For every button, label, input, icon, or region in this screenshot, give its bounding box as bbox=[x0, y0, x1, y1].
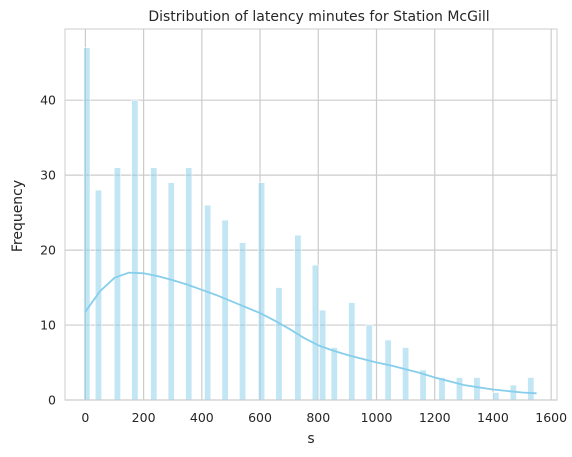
histogram-bar bbox=[83, 47, 91, 401]
histogram-bar bbox=[275, 287, 283, 401]
x-tick-label: 1000 bbox=[361, 410, 393, 425]
y-tick-label: 40 bbox=[40, 93, 56, 108]
histogram-bar bbox=[113, 167, 121, 401]
histogram-bar bbox=[167, 182, 175, 401]
x-tick-label: 600 bbox=[248, 410, 272, 425]
histogram-bar bbox=[455, 377, 463, 401]
histogram-bar bbox=[384, 339, 392, 401]
histogram-bar bbox=[131, 99, 139, 401]
x-tick-label: 800 bbox=[306, 410, 330, 425]
histogram-bar bbox=[348, 302, 356, 401]
kde-curve-group bbox=[84, 271, 537, 395]
y-tick-labels: 0 10 20 30 40 bbox=[40, 93, 56, 408]
kde-curve bbox=[84, 271, 537, 395]
x-tick-label: 0 bbox=[81, 410, 89, 425]
histogram-bar bbox=[330, 347, 338, 401]
histogram-bar bbox=[239, 242, 247, 401]
histogram-bar bbox=[150, 167, 158, 401]
x-tick-label: 1600 bbox=[535, 410, 567, 425]
x-tick-label: 1400 bbox=[477, 410, 509, 425]
y-tick-label: 10 bbox=[40, 318, 56, 333]
histogram-bar bbox=[204, 204, 212, 401]
chart-title: Distribution of latency minutes for Stat… bbox=[148, 9, 489, 25]
x-axis-label: s bbox=[307, 431, 314, 447]
histogram-bar bbox=[311, 264, 319, 401]
histogram-bar bbox=[258, 182, 266, 401]
histogram-bar bbox=[221, 219, 229, 401]
y-tick-label: 20 bbox=[40, 243, 56, 258]
histogram-bar bbox=[492, 392, 500, 401]
grid bbox=[65, 29, 557, 401]
x-tick-label: 200 bbox=[132, 410, 156, 425]
histogram-bar bbox=[473, 377, 481, 401]
x-tick-label: 1200 bbox=[419, 410, 451, 425]
y-axis-label: Frequency bbox=[10, 180, 26, 252]
histogram-bars bbox=[83, 47, 535, 401]
x-tick-label: 400 bbox=[190, 410, 214, 425]
histogram-bar bbox=[402, 347, 410, 401]
plot-frame bbox=[64, 28, 558, 401]
x-tick-labels: 0 200 400 600 800 1000 1200 1400 1600 bbox=[81, 410, 567, 425]
histogram-bar bbox=[527, 377, 535, 401]
y-tick-label: 30 bbox=[40, 168, 56, 183]
histogram-bar bbox=[365, 324, 373, 401]
histogram-bar bbox=[294, 234, 302, 401]
y-tick-label: 0 bbox=[48, 393, 56, 408]
histogram-bar bbox=[319, 309, 327, 401]
